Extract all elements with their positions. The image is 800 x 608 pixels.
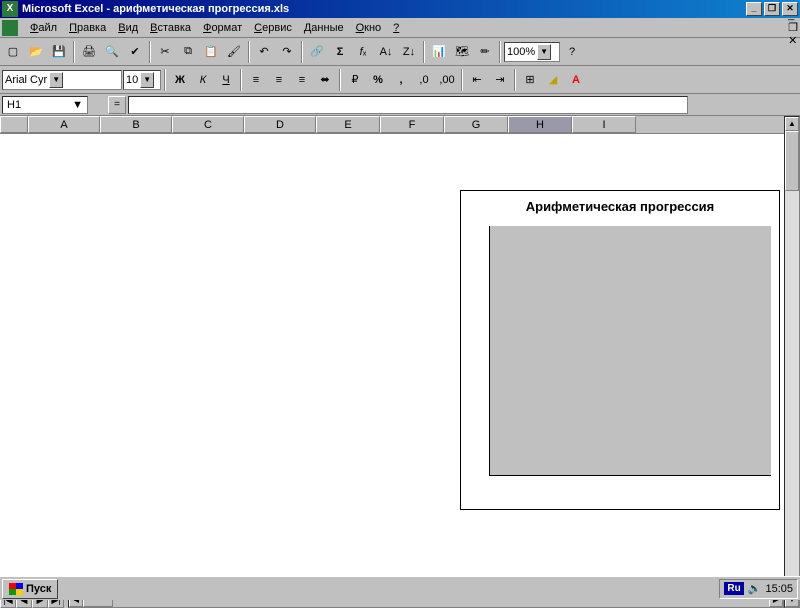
menubar: ФайлПравкаВидВставкаФорматСервисДанныеОк…: [0, 18, 800, 38]
worksheet[interactable]: ABCDEFGHI Арифметическая прогрессия |◀ ◀…: [0, 116, 784, 608]
align-center-button[interactable]: ≡: [268, 69, 290, 91]
sort-desc-button[interactable]: Z↓: [398, 41, 420, 63]
font-size-combo[interactable]: 10▼: [123, 70, 161, 90]
font-color-button[interactable]: A: [565, 69, 587, 91]
select-all-corner[interactable]: [0, 116, 28, 133]
decrease-decimal-button[interactable]: ,00: [436, 69, 458, 91]
titlebar: X Microsoft Excel - арифметическая прогр…: [0, 0, 800, 18]
col-header-C[interactable]: C: [172, 116, 244, 133]
drawing-button[interactable]: ✏: [474, 41, 496, 63]
standard-toolbar: ▢ 📂 💾 🖨 🔍 ✔ ✂ ⧉ 📋 🖌 ↶ ↷ 🔗 Σ fₓ A↓ Z↓ 📊 🗺…: [0, 38, 800, 66]
spell-button[interactable]: ✔: [124, 41, 146, 63]
copy-button[interactable]: ⧉: [177, 41, 199, 63]
map-button[interactable]: 🗺: [451, 41, 473, 63]
vertical-scrollbar[interactable]: ▲ ▼: [784, 116, 800, 608]
formula-input[interactable]: [128, 96, 688, 114]
undo-button[interactable]: ↶: [253, 41, 275, 63]
formula-equals-button[interactable]: =: [108, 96, 126, 114]
zoom-combo[interactable]: 100%▼: [504, 42, 560, 62]
menu-Правка[interactable]: Правка: [63, 20, 112, 36]
borders-button[interactable]: ⊞: [519, 69, 541, 91]
system-tray: Ru 🔊 15:05: [719, 579, 798, 599]
volume-icon[interactable]: 🔊: [748, 582, 762, 595]
bold-button[interactable]: Ж: [169, 69, 191, 91]
window-title: Microsoft Excel - арифметическая прогрес…: [22, 3, 746, 15]
language-indicator[interactable]: Ru: [724, 582, 743, 595]
vscroll-thumb[interactable]: [785, 131, 799, 191]
underline-button[interactable]: Ч: [215, 69, 237, 91]
merge-button[interactable]: ⬌: [314, 69, 336, 91]
col-header-A[interactable]: A: [28, 116, 100, 133]
align-left-button[interactable]: ≡: [245, 69, 267, 91]
autosum-button[interactable]: Σ: [329, 41, 351, 63]
mdi-restore-button[interactable]: ❐: [788, 21, 798, 34]
preview-button[interactable]: 🔍: [101, 41, 123, 63]
percent-button[interactable]: %: [367, 69, 389, 91]
help-button[interactable]: ?: [561, 41, 583, 63]
col-header-E[interactable]: E: [316, 116, 380, 133]
col-header-B[interactable]: B: [100, 116, 172, 133]
align-right-button[interactable]: ≡: [291, 69, 313, 91]
start-button[interactable]: Пуск: [2, 579, 58, 599]
increase-decimal-button[interactable]: ,0: [413, 69, 435, 91]
menu-Вставка[interactable]: Вставка: [144, 20, 197, 36]
font-name-combo[interactable]: Arial Cyr▼: [2, 70, 122, 90]
menu-Сервис[interactable]: Сервис: [248, 20, 298, 36]
open-button[interactable]: 📂: [25, 41, 47, 63]
formula-bar: H1 ▼ =: [0, 94, 800, 116]
col-header-H[interactable]: H: [508, 116, 572, 133]
mdi-close-button[interactable]: ✕: [788, 34, 798, 47]
print-button[interactable]: 🖨: [78, 41, 100, 63]
menu-?[interactable]: ?: [387, 20, 405, 36]
paste-button[interactable]: 📋: [200, 41, 222, 63]
formatting-toolbar: Arial Cyr▼ 10▼ Ж К Ч ≡ ≡ ≡ ⬌ ₽ % , ,0 ,0…: [0, 66, 800, 94]
chart-title: Арифметическая прогрессия: [461, 191, 779, 222]
maximize-button[interactable]: ❐: [764, 2, 780, 16]
cut-button[interactable]: ✂: [154, 41, 176, 63]
excel-icon: X: [2, 1, 18, 17]
taskbar: Пуск Ru 🔊 15:05: [0, 576, 800, 600]
save-button[interactable]: 💾: [48, 41, 70, 63]
embedded-chart[interactable]: Арифметическая прогрессия: [460, 190, 780, 510]
chart-button[interactable]: 📊: [428, 41, 450, 63]
menu-Окно[interactable]: Окно: [350, 20, 388, 36]
menu-Формат[interactable]: Формат: [197, 20, 248, 36]
comma-button[interactable]: ,: [390, 69, 412, 91]
menu-Данные[interactable]: Данные: [298, 20, 350, 36]
minimize-button[interactable]: _: [746, 2, 762, 16]
mdi-minimize-button[interactable]: _: [788, 9, 798, 21]
name-box[interactable]: H1 ▼: [2, 96, 88, 114]
clock[interactable]: 15:05: [765, 583, 793, 595]
col-header-D[interactable]: D: [244, 116, 316, 133]
vscroll-up-button[interactable]: ▲: [785, 117, 799, 131]
mdi-icon: [2, 20, 18, 36]
windows-flag-icon: [9, 583, 23, 595]
fill-color-button[interactable]: ◢: [542, 69, 564, 91]
currency-button[interactable]: ₽: [344, 69, 366, 91]
workspace: ABCDEFGHI Арифметическая прогрессия |◀ ◀…: [0, 116, 800, 608]
decrease-indent-button[interactable]: ⇤: [466, 69, 488, 91]
chart-plot-area: [489, 226, 771, 476]
increase-indent-button[interactable]: ⇥: [489, 69, 511, 91]
new-button[interactable]: ▢: [2, 41, 24, 63]
col-header-F[interactable]: F: [380, 116, 444, 133]
menu-Файл[interactable]: Файл: [24, 20, 63, 36]
format-painter-button[interactable]: 🖌: [223, 41, 245, 63]
link-button[interactable]: 🔗: [306, 41, 328, 63]
fx-button[interactable]: fₓ: [352, 41, 374, 63]
sort-asc-button[interactable]: A↓: [375, 41, 397, 63]
menu-Вид[interactable]: Вид: [112, 20, 144, 36]
col-header-I[interactable]: I: [572, 116, 636, 133]
italic-button[interactable]: К: [192, 69, 214, 91]
col-header-G[interactable]: G: [444, 116, 508, 133]
redo-button[interactable]: ↷: [276, 41, 298, 63]
